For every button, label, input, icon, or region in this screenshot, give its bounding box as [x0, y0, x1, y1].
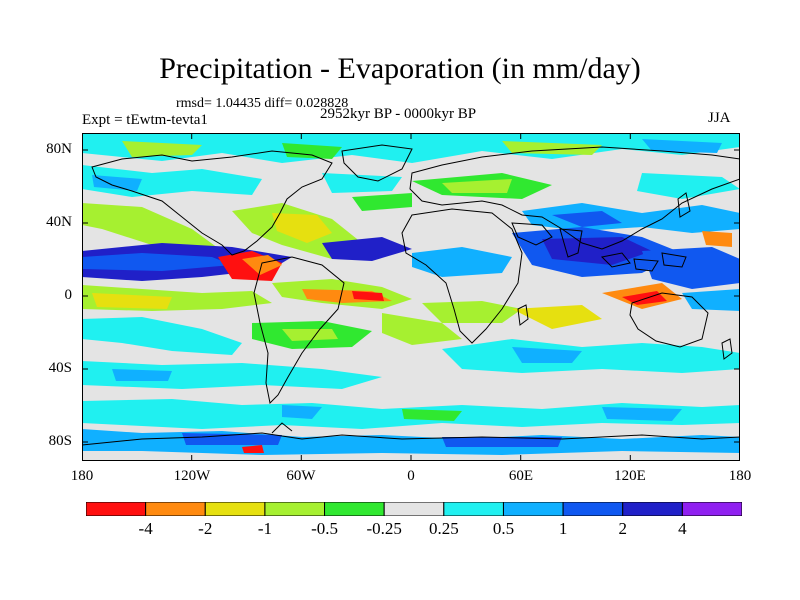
lon-label-120e: 120E — [614, 468, 646, 484]
plot-title: Precipitation - Evaporation (in mm/day) — [159, 52, 641, 85]
colorbar-label: 0.5 — [492, 519, 515, 538]
rmsd-diff-stats: rmsd= 1.04435 diff= 0.028828 — [176, 96, 349, 111]
lat-label-0: 0 — [64, 287, 73, 303]
colorbar-swatch — [204, 502, 266, 516]
lat-label-40s: 40S — [48, 360, 72, 376]
colorbar-swatch — [502, 502, 564, 516]
colorbar-swatch — [562, 502, 624, 516]
colorbar-label: -4 — [138, 519, 153, 538]
colorbar-swatch — [264, 502, 326, 516]
colorbar-label: 2 — [618, 519, 627, 538]
lon-label-180w: 180 — [70, 468, 94, 484]
coastlines — [82, 144, 740, 446]
lon-label-60w: 60W — [286, 468, 316, 484]
colorbar-swatch — [622, 502, 683, 516]
colorbar-label: -1 — [257, 519, 272, 538]
period-label: 2952kyr BP - 0000kyr BP — [320, 106, 477, 122]
colorbar-label: -0.5 — [311, 519, 338, 538]
precip-evap-map — [82, 133, 740, 461]
colorbar-label: 4 — [678, 519, 687, 538]
map-ticks — [82, 133, 740, 461]
field-patches — [82, 133, 740, 455]
experiment-label: Expt = tEwtm-tevta1 — [82, 112, 208, 128]
colorbar-swatch — [681, 502, 742, 516]
colorbar-swatch — [443, 502, 504, 516]
colorbar-swatch — [86, 502, 147, 516]
lon-label-120w: 120W — [173, 468, 211, 484]
lat-label-80s: 80S — [48, 433, 72, 449]
colorbar-label: -0.25 — [366, 519, 402, 538]
colorbar-label: -2 — [198, 519, 213, 538]
season-label: JJA — [708, 110, 731, 126]
lat-label-40n: 40N — [46, 214, 72, 230]
lat-label-80n: 80N — [46, 141, 72, 157]
lon-label-0: 0 — [407, 468, 415, 484]
lon-label-180e: 180 — [728, 468, 752, 484]
colorbar-label: 0.25 — [428, 519, 459, 538]
lon-label-60e: 60E — [508, 468, 534, 484]
colorbar-label: 1 — [558, 519, 568, 538]
colorbar-swatch — [324, 502, 385, 516]
colorbar-swatch — [383, 502, 445, 516]
colorbar — [86, 502, 742, 516]
colorbar-swatch — [145, 502, 206, 516]
